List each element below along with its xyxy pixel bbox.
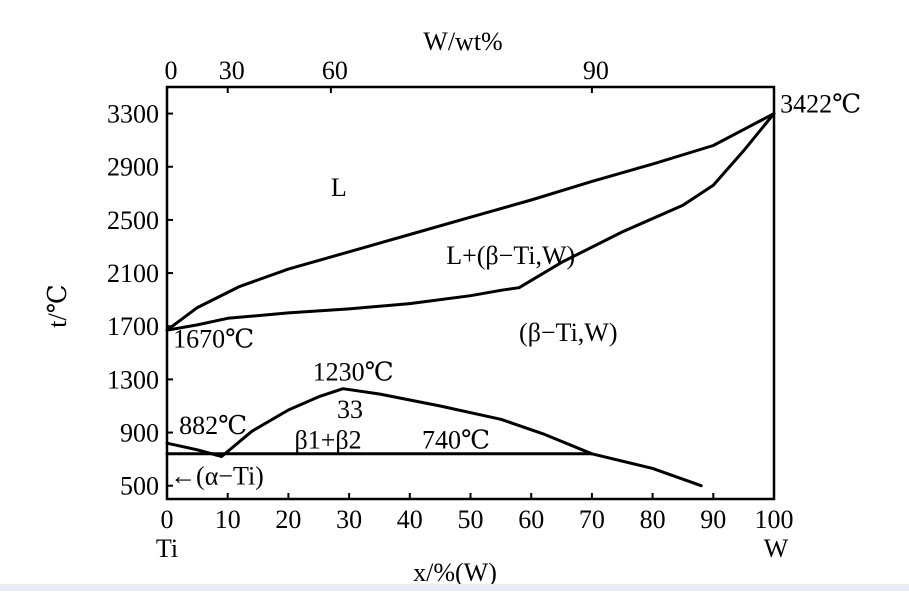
y-tick-label: 1700 [107, 312, 159, 341]
x-tick-label: 30 [336, 505, 362, 534]
window-bottom-strip [0, 584, 909, 591]
y-axis-title: t/℃ [43, 284, 72, 328]
annotation-label: 1670℃ [173, 324, 254, 353]
left-endpoint-label: Ti [156, 534, 178, 563]
annotation-label: (β−Ti,W) [519, 318, 617, 347]
x-tick-label: 20 [275, 505, 301, 534]
annotation-label: β1+β2 [294, 425, 361, 454]
top-tick-label: 0 [165, 56, 178, 85]
phase-boundary-line [165, 112, 776, 332]
annotation-label: 3422℃ [780, 89, 861, 118]
annotation-label: 740℃ [422, 425, 490, 454]
y-tick-label: 500 [120, 472, 159, 501]
annotation-label: 33 [337, 395, 363, 424]
annotation-label: L [331, 173, 347, 202]
top-axis: 0 30 60 90 [165, 56, 609, 93]
phase-boundary-line [165, 112, 776, 332]
phase-boundary-line [165, 387, 703, 488]
y-tick-label: 2100 [107, 259, 159, 288]
x-tick-label: 40 [397, 505, 423, 534]
x-tick-label: 60 [518, 505, 544, 534]
y-tick-label: 1300 [107, 365, 159, 394]
x-tick-label: 10 [215, 505, 241, 534]
right-endpoint-label: W [764, 534, 789, 563]
top-tick-label: 30 [219, 56, 245, 85]
x-tick-label: 50 [458, 505, 484, 534]
x-tick-label: 100 [755, 505, 794, 534]
region-annotations: L L+(β−Ti,W) (β−Ti,W) 1670℃ 3422℃ 1230℃ 33 882℃… [170, 89, 861, 490]
x-tick-label: 80 [640, 505, 666, 534]
top-axis-title: W/wt% [423, 27, 502, 56]
y-tick-label: 3300 [107, 100, 159, 129]
annotation-label: 1230℃ [313, 358, 394, 387]
phase-boundaries [165, 112, 776, 488]
top-tick-label: 60 [322, 56, 348, 85]
annotation-label: ←(α−Ti) [170, 461, 264, 490]
x-tick-label: 70 [579, 505, 605, 534]
y-tick-label: 2500 [107, 206, 159, 235]
top-tick-label: 90 [583, 56, 609, 85]
x-axis-title: x/%(W) [413, 558, 497, 587]
annotation-label: L+(β−Ti,W) [446, 241, 575, 270]
left-axis: 500 900 1300 1700 2100 2500 2900 3300 [107, 100, 173, 501]
x-tick-label: 0 [161, 505, 174, 534]
y-tick-label: 900 [120, 419, 159, 448]
annotation-label: 882℃ [179, 411, 247, 440]
bottom-axis: 0 10 20 30 40 50 60 70 80 90 100 [161, 493, 794, 534]
y-tick-label: 2900 [107, 153, 159, 182]
x-tick-label: 90 [700, 505, 726, 534]
